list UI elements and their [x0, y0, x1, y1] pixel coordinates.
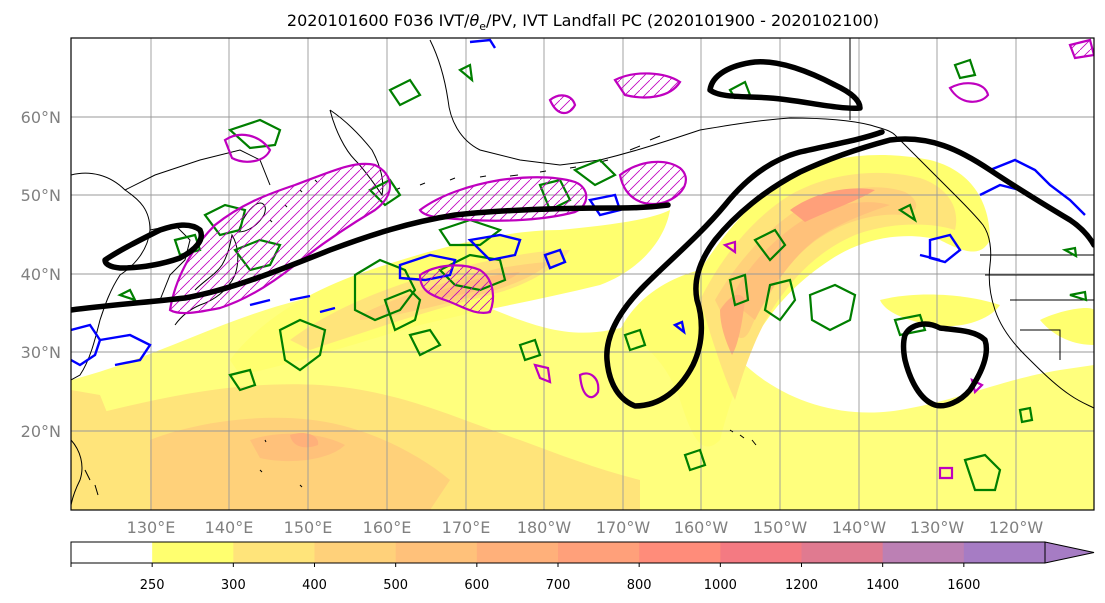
lat-label: 30°N	[21, 343, 61, 362]
lon-label: 150°W	[753, 518, 808, 537]
lon-label: 160°E	[363, 518, 412, 537]
colorbar-tick-label: 800	[627, 578, 652, 593]
lon-label: 170°E	[442, 518, 491, 537]
lat-label: 50°N	[21, 186, 61, 205]
latitude-labels: 60°N 50°N 40°N 30°N 20°N	[21, 108, 61, 441]
lon-label: 120°W	[989, 518, 1044, 537]
lat-label: 20°N	[21, 422, 61, 441]
lat-label: 60°N	[21, 108, 61, 127]
colorbar-swatch	[963, 542, 1046, 563]
colorbar-swatch	[639, 542, 721, 563]
lon-label: 130°W	[910, 518, 965, 537]
colorbar-swatch	[233, 542, 315, 563]
colorbar-swatch	[71, 542, 153, 563]
lon-label: 130°E	[127, 518, 176, 537]
colorbar-tick-label: 1600	[947, 578, 980, 593]
colorbar-tick-label: 500	[383, 578, 408, 593]
longitude-labels: 130°E 140°E 150°E 160°E 170°E 180°W 170°W 160°W…	[127, 518, 1044, 537]
colorbar-swatch	[314, 542, 397, 563]
map-frame	[70, 37, 1095, 511]
lon-label: 160°W	[674, 518, 729, 537]
lon-label: 150°E	[284, 518, 333, 537]
colorbar-tick-label: 700	[546, 578, 571, 593]
lon-label: 140°W	[832, 518, 887, 537]
colorbar-tick-label: 250	[140, 578, 165, 593]
colorbar: 250 300 400 500 600 700 800 1000 1200 1400 1600	[70, 541, 1095, 593]
figure-title: 2020101600 F036 IVT/θe/PV, IVT Landfall …	[287, 11, 879, 33]
colorbar-swatch	[395, 542, 478, 563]
colorbar-swatch	[152, 542, 234, 563]
colorbar-tick-label: 600	[464, 578, 489, 593]
lon-label: 140°E	[205, 518, 254, 537]
colorbar-tick-label: 1400	[866, 578, 899, 593]
colorbar-swatch	[476, 542, 559, 563]
colorbar-tick-label: 1200	[785, 578, 818, 593]
colorbar-swatch	[558, 542, 640, 563]
lon-label: 170°W	[596, 518, 651, 537]
colorbar-swatch	[882, 542, 965, 563]
map-panel	[71, 38, 1094, 510]
lat-label: 40°N	[21, 265, 61, 284]
ivt-landfall-pc-contours	[71, 59, 1094, 409]
blue-contours	[71, 38, 1086, 367]
lon-label: 180°W	[517, 518, 572, 537]
colorbar-tick-label: 1000	[704, 578, 737, 593]
colorbar-swatch	[801, 542, 884, 563]
colorbar-tick-label: 400	[302, 578, 327, 593]
colorbar-tick-label: 300	[221, 578, 246, 593]
colorbar-swatch	[720, 542, 802, 563]
colorbar-extend-arrow	[1044, 541, 1095, 564]
